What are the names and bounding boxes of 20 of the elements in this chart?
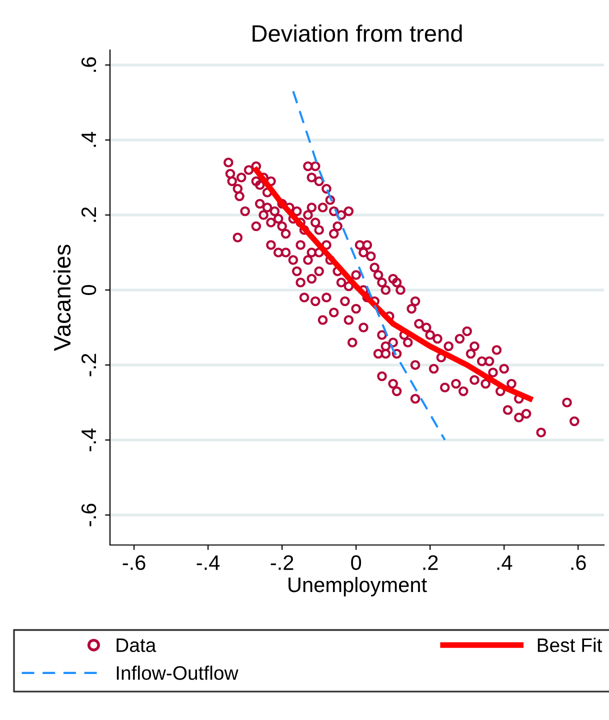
chart-title: Deviation from trend (252, 24, 462, 42)
x-tick-label: .2 (423, 555, 438, 570)
x-tick-label: -.4 (196, 555, 220, 570)
x-tick-label: 0 (351, 555, 362, 570)
legend-label: Inflow-Outflow (116, 666, 238, 680)
x-tick-label: .4 (497, 555, 512, 570)
y-tick-label: .4 (82, 132, 96, 147)
x-tick-label: -.6 (122, 555, 146, 570)
y-tick-label: -.2 (81, 354, 96, 376)
legend-label: Data (116, 638, 156, 652)
y-tick-label: .2 (81, 207, 96, 222)
x-tick-label: -.2 (270, 555, 294, 570)
x-tick-label: .6 (571, 555, 586, 570)
x-axis-title: Unemployment (288, 576, 427, 596)
y-tick-label: 0 (81, 285, 96, 295)
y-tick-label: -.6 (81, 504, 96, 526)
y-axis-title: Vacancies (53, 244, 71, 351)
legend-label: Best Fit (538, 638, 602, 652)
y-tick-label: .6 (81, 57, 96, 72)
y-tick-label: -.4 (82, 428, 96, 452)
